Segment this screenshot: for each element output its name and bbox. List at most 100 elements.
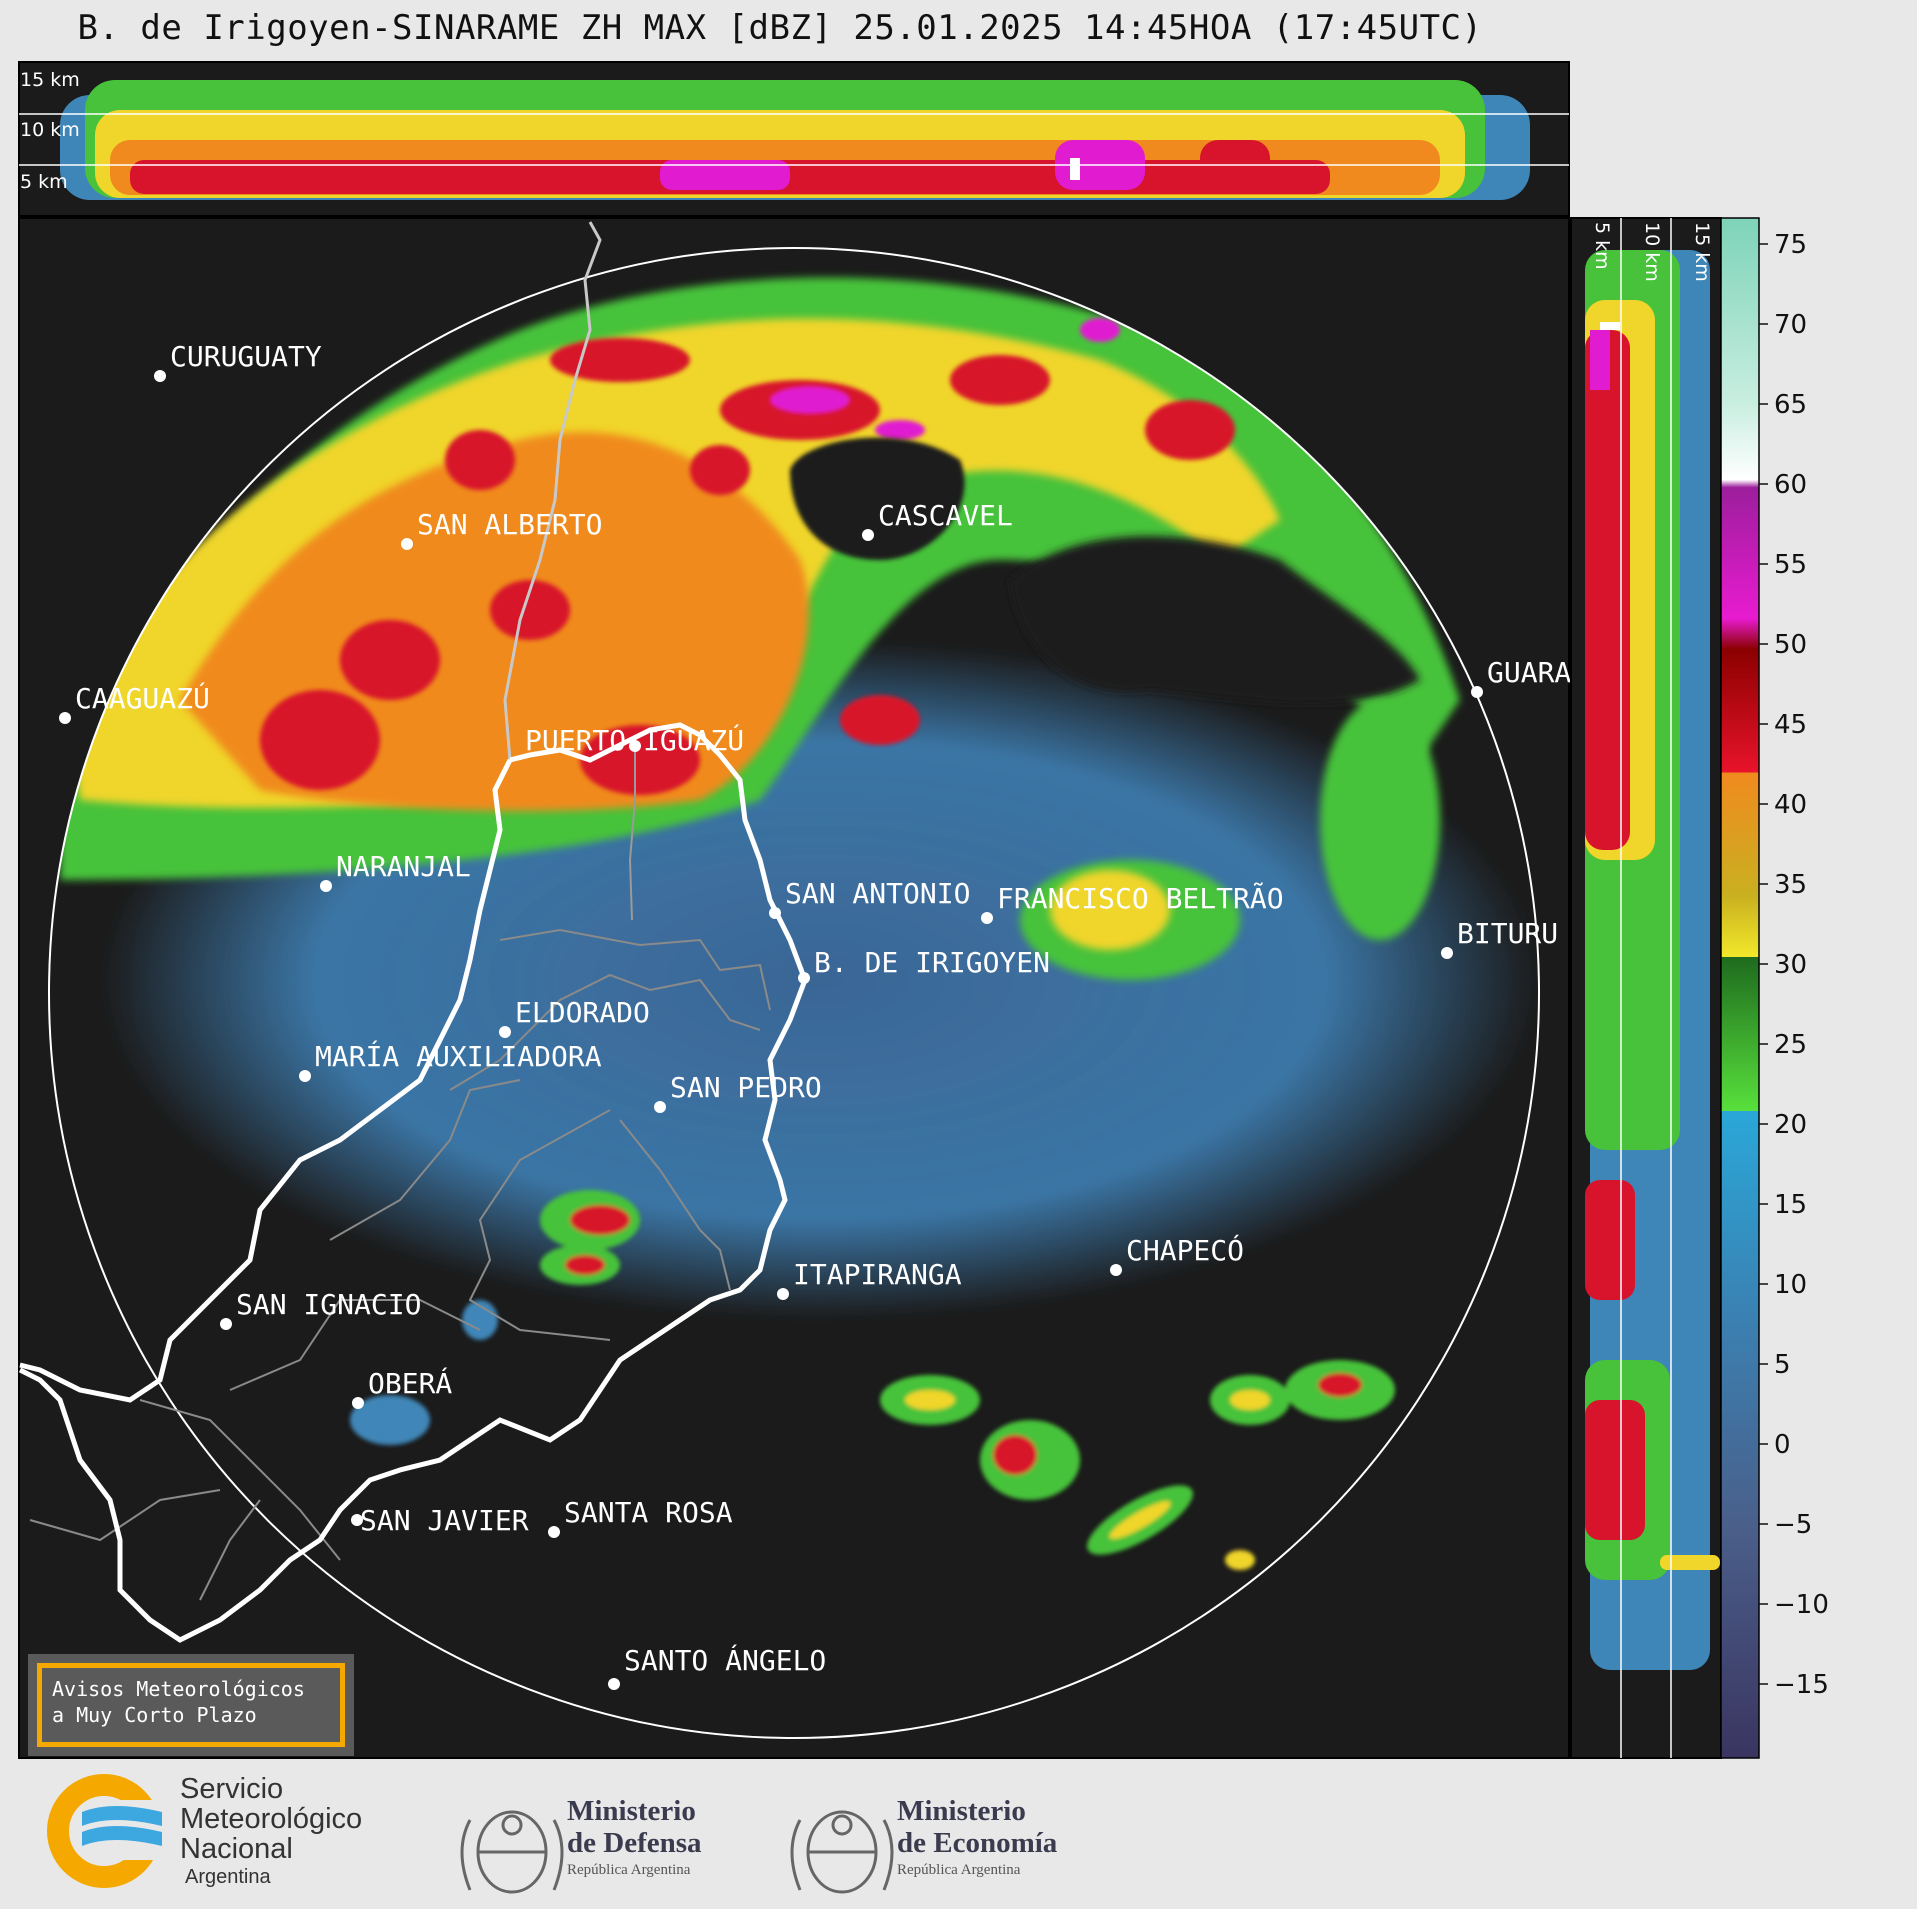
svg-text:CHAPECÓ: CHAPECÓ	[1126, 1233, 1244, 1267]
alerts-link-box[interactable]: Avisos Meteorológicos a Muy Corto Plazo	[28, 1654, 354, 1756]
top-alt-10km: 10 km	[20, 119, 80, 141]
city-san-ignacio: SAN IGNACIO	[220, 1288, 421, 1330]
city-san-antonio: SAN ANTONIO	[769, 877, 970, 919]
city-cascavel: CASCAVEL	[862, 499, 1013, 541]
colorbar-tick-label: 55	[1774, 550, 1807, 580]
colorbar-tick-label: 40	[1774, 790, 1807, 820]
footer-logos: Servicio Meteorológico Nacional Argentin…	[47, 1773, 1058, 1894]
range-ring	[48, 247, 1540, 1739]
colorbar-tick-label: 35	[1774, 870, 1807, 900]
smn-line-3: Nacional	[180, 1833, 293, 1865]
radar-map-panel: CURUGUATY SAN ALBERTO CASCAVEL CAAGUAZÚ …	[18, 217, 1571, 1759]
smn-line-2: Meteorológico	[180, 1803, 362, 1835]
city-francisco-beltrao: FRANCISCO BELTRÃO	[981, 882, 1284, 924]
alerts-line-1: Avisos Meteorológicos	[52, 1677, 305, 1701]
svg-text:GUARA: GUARA	[1487, 656, 1571, 689]
svg-text:SAN IGNACIO: SAN IGNACIO	[236, 1288, 421, 1321]
paraguay-brazil-border	[503, 221, 602, 761]
colorbar-tick-label: 30	[1774, 950, 1807, 980]
city-guara: GUARA	[1471, 656, 1571, 698]
city-itapiranga: ITAPIRANGA	[777, 1258, 962, 1300]
defensa-line-2: de Defensa	[567, 1827, 702, 1859]
city-san-javier: SAN JAVIER	[351, 1504, 529, 1537]
side-alt-15km: 15 km	[1691, 222, 1713, 282]
city-san-alberto: SAN ALBERTO	[401, 508, 602, 550]
svg-text:CASCAVEL: CASCAVEL	[878, 499, 1013, 532]
side-cross-section-panel: 5 km 10 km 15 km	[1570, 217, 1722, 1759]
coat-of-arms-icon	[460, 1810, 564, 1894]
city-markers: CURUGUATY SAN ALBERTO CASCAVEL CAAGUAZÚ …	[59, 340, 1571, 1690]
svg-text:CURUGUATY: CURUGUATY	[170, 340, 322, 373]
argentina-border	[19, 722, 808, 1643]
side-alt-5km: 5 km	[1591, 222, 1613, 270]
svg-text:ELDORADO: ELDORADO	[515, 996, 650, 1029]
svg-text:SANTA ROSA: SANTA ROSA	[564, 1496, 733, 1529]
department-boundaries	[29, 928, 771, 1601]
city-obera: OBERÁ	[352, 1366, 452, 1409]
top-alt-5km: 5 km	[20, 171, 68, 193]
svg-text:SAN ALBERTO: SAN ALBERTO	[417, 508, 602, 541]
colorbar-tick-label: 0	[1774, 1430, 1791, 1460]
colorbar-tick-label: 45	[1774, 710, 1807, 740]
city-naranjal: NARANJAL	[320, 850, 471, 892]
city-puerto-iguazu: PUERTO IGUAZÚ	[525, 723, 744, 757]
economia-line-2: de Economía	[897, 1827, 1058, 1859]
svg-text:SAN ANTONIO: SAN ANTONIO	[785, 877, 970, 910]
city-eldorado: ELDORADO	[499, 996, 650, 1038]
colorbar-tick-label: −10	[1774, 1590, 1829, 1620]
map-title: B. de Irigoyen-SINARAME ZH MAX [dBZ] 25.…	[77, 8, 1483, 48]
city-curuguaty: CURUGUATY	[154, 340, 322, 382]
colorbar-tick-label: 5	[1774, 1350, 1791, 1380]
colorbar-tick-label: 25	[1774, 1030, 1807, 1060]
colorbar-tick-label: 50	[1774, 630, 1807, 660]
smn-logo: Servicio Meteorológico Nacional Argentin…	[47, 1773, 362, 1888]
city-caaguazu: CAAGUAZÚ	[59, 681, 210, 724]
colorbar-tick-label: 60	[1774, 470, 1807, 500]
colorbar-tick-label: 20	[1774, 1110, 1807, 1140]
southern-storm-cells	[350, 1190, 1395, 1570]
svg-text:OBERÁ: OBERÁ	[368, 1366, 452, 1400]
svg-text:SAN PEDRO: SAN PEDRO	[670, 1071, 822, 1104]
top-alt-15km: 15 km	[20, 69, 80, 91]
coat-of-arms-icon	[790, 1810, 894, 1894]
svg-text:MARÍA AUXILIADORA: MARÍA AUXILIADORA	[315, 1039, 602, 1073]
colorbar-tick-label: 15	[1774, 1190, 1807, 1220]
city-b-de-irigoyen: B. DE IRIGOYEN	[798, 946, 1050, 984]
svg-text:B. DE IRIGOYEN: B. DE IRIGOYEN	[814, 946, 1050, 979]
colorbar-tick-label: 65	[1774, 390, 1807, 420]
svg-text:SANTO ÁNGELO: SANTO ÁNGELO	[624, 1643, 826, 1677]
city-chapeco: CHAPECÓ	[1110, 1233, 1244, 1276]
city-bituru: BITURU	[1441, 917, 1558, 959]
defensa-line-1: Ministerio	[567, 1795, 696, 1827]
colorbar-tick-label: 10	[1774, 1270, 1807, 1300]
colorbar-tick-label: 70	[1774, 310, 1807, 340]
alerts-line-2: a Muy Corto Plazo	[52, 1703, 257, 1727]
svg-text:PUERTO IGUAZÚ: PUERTO IGUAZÚ	[525, 723, 744, 757]
smn-line-1: Servicio	[180, 1773, 283, 1805]
colorbar-tick-label: −15	[1774, 1670, 1829, 1700]
defensa-line-3: República Argentina	[567, 1862, 691, 1878]
svg-text:SAN JAVIER: SAN JAVIER	[360, 1504, 529, 1537]
svg-text:FRANCISCO BELTRÃO: FRANCISCO BELTRÃO	[997, 882, 1284, 915]
side-alt-10km: 10 km	[1641, 222, 1663, 282]
economia-logo: Ministerio de Economía República Argenti…	[790, 1795, 1058, 1894]
economia-line-3: República Argentina	[897, 1862, 1021, 1878]
svg-text:CAAGUAZÚ: CAAGUAZÚ	[75, 681, 210, 715]
reflectivity-field	[60, 277, 1539, 1570]
smn-line-4: Argentina	[185, 1866, 271, 1888]
svg-text:NARANJAL: NARANJAL	[336, 850, 471, 883]
city-santo-angelo: SANTO ÁNGELO	[608, 1643, 826, 1690]
colorbar-tick-label: 75	[1774, 230, 1807, 260]
top-cross-section-panel: 15 km 10 km 5 km	[18, 61, 1570, 217]
economia-line-1: Ministerio	[897, 1795, 1026, 1827]
defensa-logo: Ministerio de Defensa República Argentin…	[460, 1795, 702, 1894]
city-santa-rosa: SANTA ROSA	[548, 1496, 733, 1538]
city-maria-auxiliadora: MARÍA AUXILIADORA	[299, 1039, 602, 1082]
svg-text:ITAPIRANGA: ITAPIRANGA	[793, 1258, 962, 1291]
city-san-pedro: SAN PEDRO	[654, 1071, 822, 1113]
colorbar-tick-label: −5	[1774, 1510, 1812, 1540]
parana-river-border	[19, 758, 513, 1403]
